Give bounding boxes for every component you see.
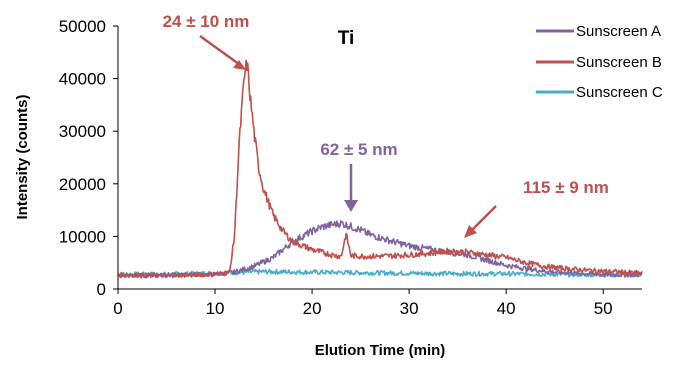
annotation-peak-b: 24 ± 10 nm bbox=[163, 12, 250, 31]
y-tick-label: 40000 bbox=[59, 70, 106, 89]
y-tick-label: 20000 bbox=[59, 175, 106, 194]
arrowhead-peak-b-broad bbox=[464, 225, 477, 238]
legend-item-sunscreen-a: Sunscreen A bbox=[536, 23, 661, 40]
annotation-peak-a: 62 ± 5 nm bbox=[320, 140, 397, 159]
y-tick-label: 10000 bbox=[59, 227, 106, 246]
arrow-peak-b-broad bbox=[469, 205, 497, 233]
series-line-sunscreen-b bbox=[117, 59, 643, 279]
legend-label-sunscreen-c: Sunscreen C bbox=[576, 84, 663, 101]
arrowhead-peak-b bbox=[233, 60, 246, 70]
x-tick-label: 0 bbox=[113, 299, 122, 318]
x-tick-label: 50 bbox=[594, 299, 613, 318]
x-ticks: 0 10 20 30 40 50 bbox=[113, 289, 613, 318]
series-line-sunscreen-a bbox=[117, 220, 643, 279]
legend: Sunscreen A Sunscreen B Sunscreen C bbox=[536, 23, 663, 101]
element-label: Ti bbox=[338, 28, 355, 49]
y-tick-label: 30000 bbox=[59, 122, 106, 141]
arrow-peak-b bbox=[199, 34, 244, 69]
x-axis-title: Elution Time (min) bbox=[315, 342, 446, 359]
y-ticks: 0 10000 20000 30000 40000 50000 bbox=[59, 17, 118, 299]
y-axis-title: Intensity (counts) bbox=[14, 94, 31, 219]
legend-label-sunscreen-a: Sunscreen A bbox=[576, 23, 661, 40]
x-tick-label: 40 bbox=[497, 299, 516, 318]
y-tick-label: 0 bbox=[97, 280, 106, 299]
x-tick-label: 20 bbox=[303, 299, 322, 318]
plot-area: 0 10 20 30 40 50 0 10000 20000 30000 40000 50000 E… bbox=[14, 12, 643, 359]
y-tick-label: 50000 bbox=[59, 17, 106, 36]
legend-item-sunscreen-c: Sunscreen C bbox=[536, 84, 663, 101]
x-tick-label: 10 bbox=[206, 299, 225, 318]
arrowhead-peak-a bbox=[344, 200, 358, 212]
series-layer bbox=[117, 59, 643, 279]
legend-item-sunscreen-b: Sunscreen B bbox=[536, 54, 662, 71]
annotation-peak-b-broad: 115 ± 9 nm bbox=[523, 178, 609, 197]
x-tick-label: 30 bbox=[400, 299, 419, 318]
legend-label-sunscreen-b: Sunscreen B bbox=[576, 54, 662, 71]
